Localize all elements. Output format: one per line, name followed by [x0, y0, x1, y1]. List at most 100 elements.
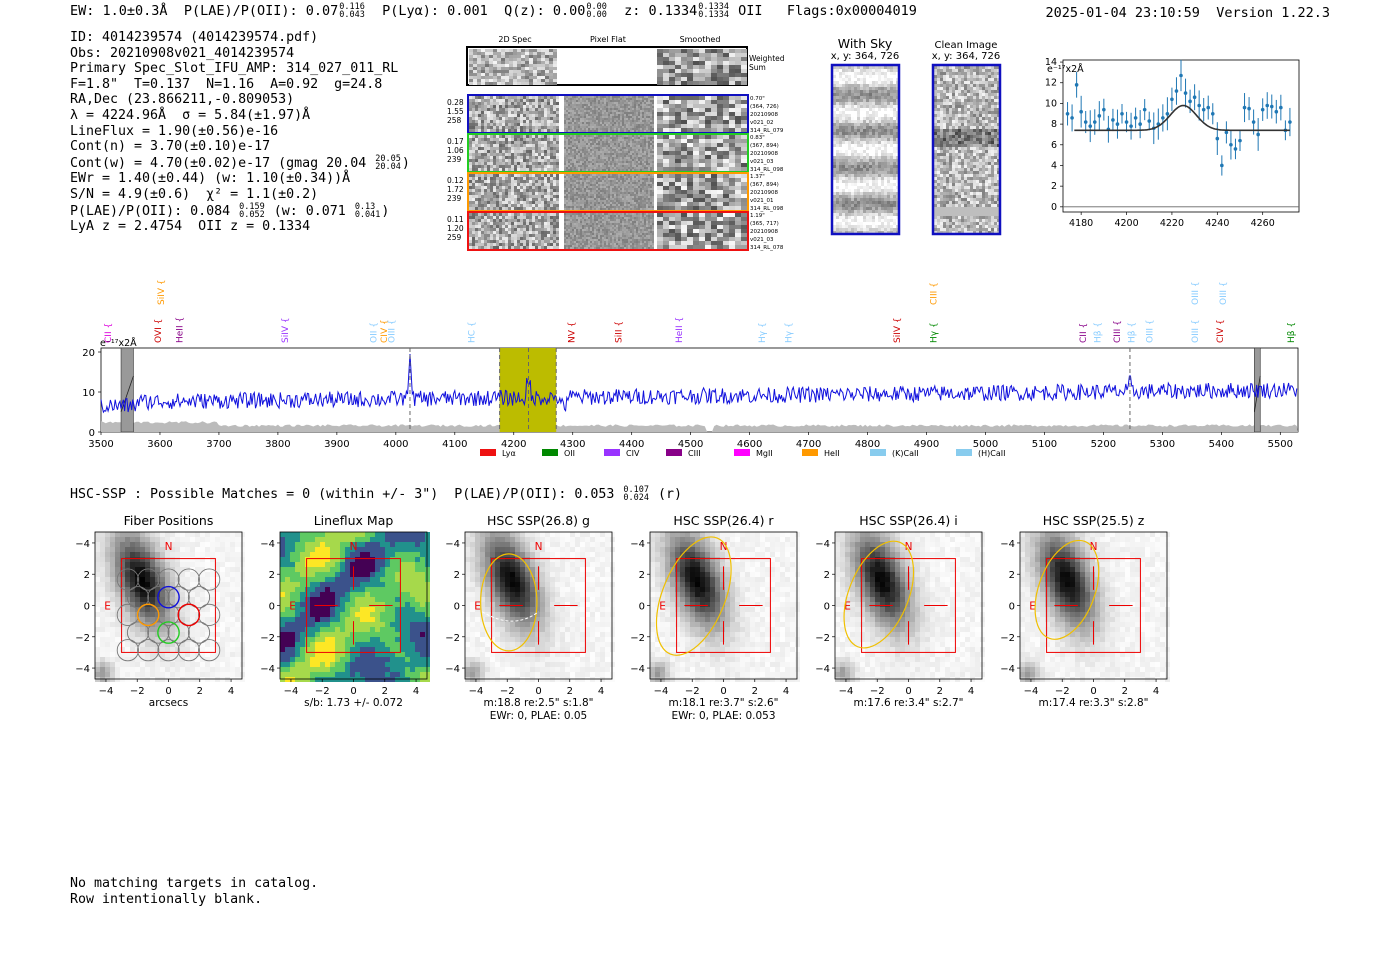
zoom-axes: 4180 4200 4220 4240 4260 0 2 4 6 8 10 12 14 [1045, 57, 1299, 229]
imaging-xtick-label: 2 [1122, 686, 1128, 697]
datetime: 2025-01-04 23:10:59 [1045, 5, 1200, 21]
line-label: OIII { [1219, 281, 1229, 305]
line-label: CIII { [930, 282, 940, 305]
zoom-data-point [1170, 97, 1174, 102]
qz-hi: 0.00 [586, 2, 607, 12]
legend-swatch [802, 449, 818, 456]
imaging-ytick-label: −4 [260, 664, 275, 675]
header-timestamp: 2025-01-04 23:10:59 Version 1.22.3 [1046, 5, 1331, 21]
fiber-circle [167, 621, 190, 644]
zoom-data-point [1242, 105, 1247, 110]
weighted-sum-row [466, 46, 748, 86]
line-label: OIII { [388, 319, 398, 343]
imaging-ytick-label: −4 [75, 539, 90, 550]
sky-panels: With Sky x, y: 364, 726 Clean Image x, y… [830, 36, 1002, 236]
imaging-xtick-label: −4 [99, 686, 114, 697]
info-plae-hi: 0.159 [239, 201, 265, 212]
fiber-circle [177, 568, 200, 591]
imaging-xtick-label: 2 [567, 686, 573, 697]
line-label: OIII { [1145, 319, 1155, 343]
zoom-data-point [1179, 73, 1183, 78]
highlight-fiber [136, 603, 160, 627]
zoom-data-point [1120, 111, 1124, 116]
info-sn: S/N = 4.9(±0.6) χ² = 1.1(±0.2) [70, 186, 319, 202]
spectrum-xtick-label: 4000 [383, 439, 408, 450]
east-label: E [289, 601, 296, 613]
legend-swatch [734, 449, 750, 456]
fiber-smoothed [657, 174, 747, 210]
fiber-circle [167, 586, 190, 609]
imaging-xtick-label: 4 [598, 686, 604, 697]
spectrum-xtick-label: 4400 [619, 439, 644, 450]
legend-label: (K)CaII [892, 449, 919, 458]
spectrum-xtick-label: 4500 [678, 439, 703, 450]
line-label: Hγ { [785, 322, 795, 343]
imaging-caption: m:18.8 re:2.5" s:1.8" [484, 697, 594, 709]
line-label: CIV { [1216, 319, 1226, 343]
imaging-caption: m:17.6 re:3.4" s:2.7" [854, 697, 964, 709]
fiber-row-left-label: 0.12 [447, 176, 464, 185]
fiber-2d-spec [469, 96, 559, 132]
line-label: OVI { [154, 319, 164, 343]
imaging-caption: s/b: 1.73 +/- 0.072 [304, 697, 403, 709]
line-label: NV { [568, 322, 578, 343]
imaging-panel-title: Lineflux Map [314, 513, 394, 528]
info-contn: Cont(n) = 3.70(±0.10)e-17 [70, 139, 271, 155]
fiber-row-right-label: 20210908 [750, 151, 778, 157]
zoom-xtick-label: 4220 [1160, 218, 1184, 229]
zoom-data-point [1251, 120, 1256, 124]
fiber-row-right-label: 0.70" [750, 96, 765, 102]
zoom-ytick-label: 2 [1051, 181, 1057, 192]
imaging-xtick-label: −2 [1055, 686, 1070, 697]
spectrum-xtick-label: 5500 [1268, 439, 1293, 450]
highlight-fiber [157, 585, 180, 609]
line-label: SiII { [615, 321, 625, 343]
zoom-data-point [1197, 103, 1201, 108]
info-primary: Primary Spec_Slot_IFU_AMP: 314_027_011_R… [70, 61, 399, 77]
zoom-data-point [1147, 119, 1152, 123]
fiber-row-right-label: 20210908 [750, 190, 778, 196]
fiber-circle [147, 586, 170, 609]
spectrum-ytick-label: 20 [82, 348, 95, 359]
clean-frame [931, 63, 1002, 236]
emission-line-labels: CII {OVI {SiIV {HeII {SiIV {OII {CIV {OI… [104, 279, 1297, 343]
plae-close: ) [381, 203, 390, 219]
zoom-data-point [1115, 122, 1120, 126]
contw-text: Cont(w) = 4.70(±0.02)e-17 (gmag 20.04 [70, 155, 367, 171]
fiber-circle [157, 568, 180, 591]
fiber-row-left-label: 1.55 [447, 107, 464, 116]
imaging-panel-title: HSC SSP(26.4) r [673, 513, 774, 528]
spectrum-xtick-label: 5400 [1209, 439, 1234, 450]
east-label: E [1029, 601, 1036, 613]
legend-label: (H)CaII [978, 449, 1005, 458]
legend-swatch [666, 449, 682, 456]
imaging-ytick-label: 2 [84, 570, 90, 581]
fiber-circle [198, 603, 221, 626]
aperture-box [306, 558, 401, 653]
fiber-circle [137, 639, 160, 662]
zoom-data-point [1238, 138, 1242, 143]
aperture-box [676, 558, 771, 653]
with-sky-frame [830, 63, 901, 236]
fiber-pixel-flat [564, 174, 654, 210]
info-lyaz: LyA z = 2.4754 OII z = 0.1334 [70, 219, 311, 235]
imaging-ytick-label: −4 [630, 664, 645, 675]
imaging-ytick-label: 0 [269, 602, 275, 613]
imaging-xtick-label: −2 [870, 686, 885, 697]
imaging-ytick-label: 2 [454, 570, 460, 581]
version: Version 1.22.3 [1216, 5, 1330, 21]
zoom-data-point [1220, 163, 1224, 168]
spectrum-frame [100, 347, 1299, 433]
legend-label: Lyα [502, 449, 516, 458]
zoom-data-point [1092, 120, 1097, 124]
qz-lo: 0.00 [586, 10, 607, 20]
zoom-data-point [1188, 99, 1192, 104]
zoom-data-point [1256, 132, 1260, 137]
fiber-row-right-label: (364, 726) [750, 104, 779, 110]
spectrum-ytick-label: 0 [89, 428, 95, 439]
fiber-row-right-label: 314_RL_098 [750, 206, 784, 212]
imaging-ytick-label: −2 [260, 633, 275, 644]
imaging-caption: m:18.1 re:3.7" s:2.6" [669, 697, 779, 709]
spectrum-xtick-label: 4100 [442, 439, 467, 450]
zoom-data-point [1074, 83, 1079, 87]
